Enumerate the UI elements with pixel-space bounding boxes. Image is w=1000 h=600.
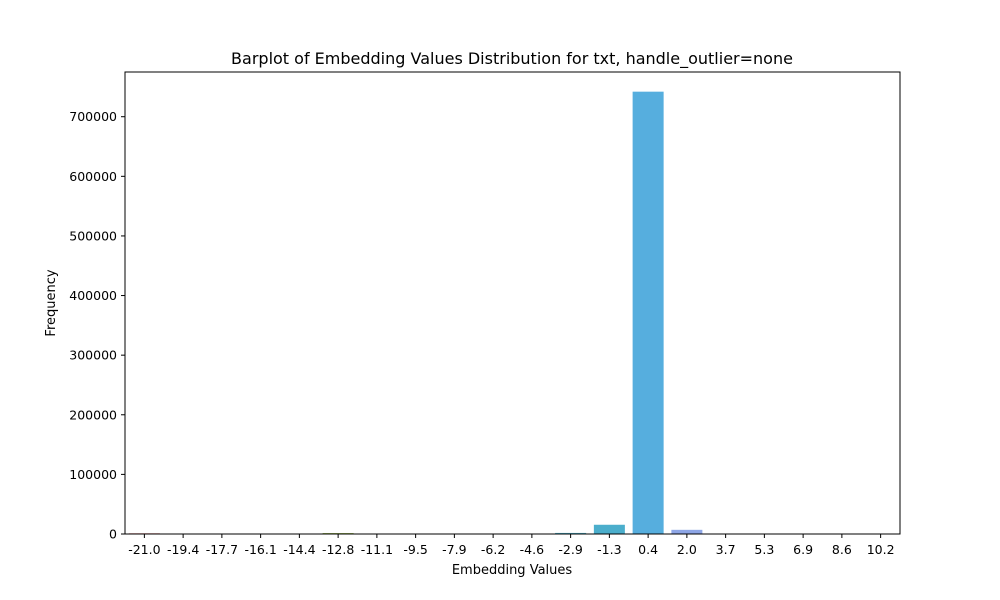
x-tick-label: -19.4 <box>167 542 199 557</box>
x-tick-label: -1.3 <box>597 542 621 557</box>
x-tick-label: -6.2 <box>481 542 505 557</box>
bar--1.3 <box>593 524 625 534</box>
y-tick-label: 0 <box>109 527 117 542</box>
x-tick-label: 10.2 <box>867 542 895 557</box>
x-tick-label: -9.5 <box>403 542 427 557</box>
y-tick-label: 600000 <box>69 169 117 184</box>
y-tick-label: 400000 <box>69 288 117 303</box>
x-tick-label: -12.8 <box>322 542 354 557</box>
bar--2.9 <box>555 532 587 534</box>
x-tick-label: -7.9 <box>442 542 466 557</box>
x-axis-ticks: -21.0 -19.4 -17.7 -16.1 -14.4 -12.8 -11.1 -9.5-… <box>128 534 895 557</box>
chart-title: Barplot of Embedding Values Distribution… <box>231 49 793 69</box>
x-axis-title: Embedding Values <box>452 563 573 578</box>
x-tick-label: -11.1 <box>361 542 393 557</box>
bars-group <box>128 91 897 535</box>
x-tick-label: -21.0 <box>128 542 160 557</box>
x-tick-label: -14.4 <box>283 542 315 557</box>
x-tick-label: 6.9 <box>793 542 813 557</box>
y-axis-ticks: 0 100000 200000 300000 400000 500000 600000 700… <box>69 109 125 542</box>
y-tick-label: 200000 <box>69 407 117 422</box>
x-tick-label: 8.6 <box>832 542 852 557</box>
y-tick-label: 700000 <box>69 109 117 124</box>
y-axis-title: Frequency <box>44 269 59 336</box>
y-tick-label: 300000 <box>69 348 117 363</box>
x-tick-label: 3.7 <box>716 542 736 557</box>
x-tick-label: -17.7 <box>206 542 238 557</box>
x-tick-label: 2.0 <box>677 542 697 557</box>
y-tick-label: 100000 <box>69 467 117 482</box>
x-tick-label: 0.4 <box>638 542 658 557</box>
x-tick-label: 5.3 <box>754 542 774 557</box>
y-tick-label: 500000 <box>69 228 117 243</box>
x-tick-label: -4.6 <box>520 542 544 557</box>
bar-2.0 <box>671 529 703 534</box>
bar-0.4 <box>632 91 664 535</box>
x-tick-label: -16.1 <box>244 542 276 557</box>
x-tick-label: -2.9 <box>558 542 582 557</box>
plot-frame <box>124 71 901 535</box>
